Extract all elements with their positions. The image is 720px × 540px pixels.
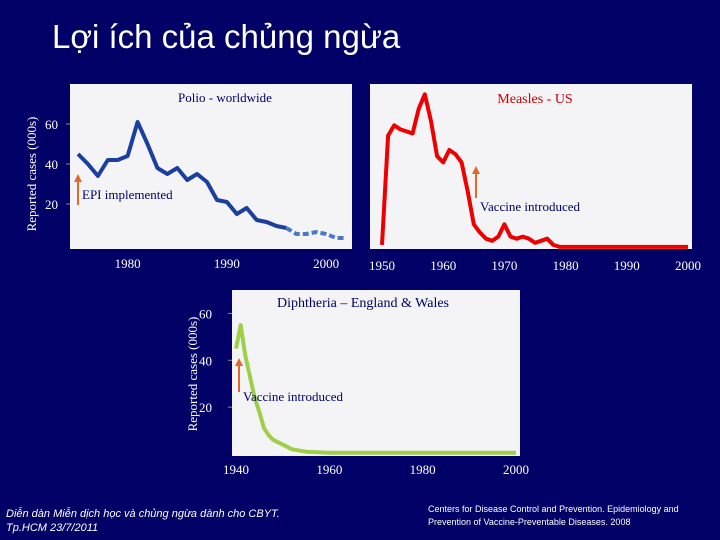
polio-annotation: EPI implemented [82,187,173,202]
polio-ytick-label: 20 [45,197,58,212]
measles-xtick-label: 1960 [430,258,456,273]
diphtheria-plot-background [232,290,520,456]
measles-xtick-label: 1990 [614,258,640,273]
diph-xtick-label: 1940 [223,462,249,477]
measles-chart: Measles - US 1950 1960 1970 1980 1990 2000 Va… [369,84,701,273]
measles-xtick-label: 1950 [369,258,395,273]
polio-ytick-label: 40 [45,157,58,172]
diph-ytick-label: 40 [199,353,212,368]
diphtheria-title: Diphtheria – England & Wales [277,296,449,311]
measles-xtick-label: 2000 [675,258,701,273]
polio-arrowhead [74,174,82,182]
diphtheria-ylabel: Reported cases (000s) [185,317,200,432]
footer-left: Diễn dàn Miễn dịch học và chủng ngừa dàn… [6,507,280,535]
diphtheria-series-line [234,323,516,455]
diphtheria-arrowhead [235,358,243,366]
measles-series-line [380,92,688,249]
footer-citation: Centers for Disease Control and Preventi… [428,504,679,527]
footer-left-line-2: Tp.HCM 23/7/2011 [6,522,99,534]
measles-title: Measles - US [497,92,572,107]
polio-xtick-label: 1980 [115,256,141,271]
measles-xtick-label: 1980 [553,258,579,273]
diphtheria-annotation: Vaccine introduced [243,389,343,404]
polio-chart: Polio - worldwide Reported cases (000s) … [24,84,352,271]
diph-xtick-label: 1980 [410,462,436,477]
measles-arrowhead [472,166,480,174]
polio-series-tail [285,226,346,240]
diph-xtick-label: 2000 [503,462,529,477]
diph-xtick-label: 1960 [316,462,342,477]
measles-xtick-label: 1970 [491,258,517,273]
polio-title: Polio - worldwide [178,90,272,105]
polio-series-line [76,120,287,230]
polio-ytick-label: 60 [45,117,58,132]
measles-annotation: Vaccine introduced [480,199,580,214]
polio-ylabel: Reported cases (000s) [24,117,39,232]
polio-xtick-label: 2000 [313,256,339,271]
slide-title: Lợi ích của chủng ngừa [52,18,401,55]
diph-ytick-label: 60 [199,306,212,321]
diphtheria-chart: Diphtheria – England & Wales Reported ca… [185,290,529,477]
measles-plot-background [370,84,692,249]
polio-plot-background [70,84,352,249]
polio-xtick-label: 1990 [214,256,240,271]
footer-left-line-1: Diễn dàn Miễn dịch học và chủng ngừa dàn… [6,508,280,520]
diph-ytick-label: 20 [199,400,212,415]
